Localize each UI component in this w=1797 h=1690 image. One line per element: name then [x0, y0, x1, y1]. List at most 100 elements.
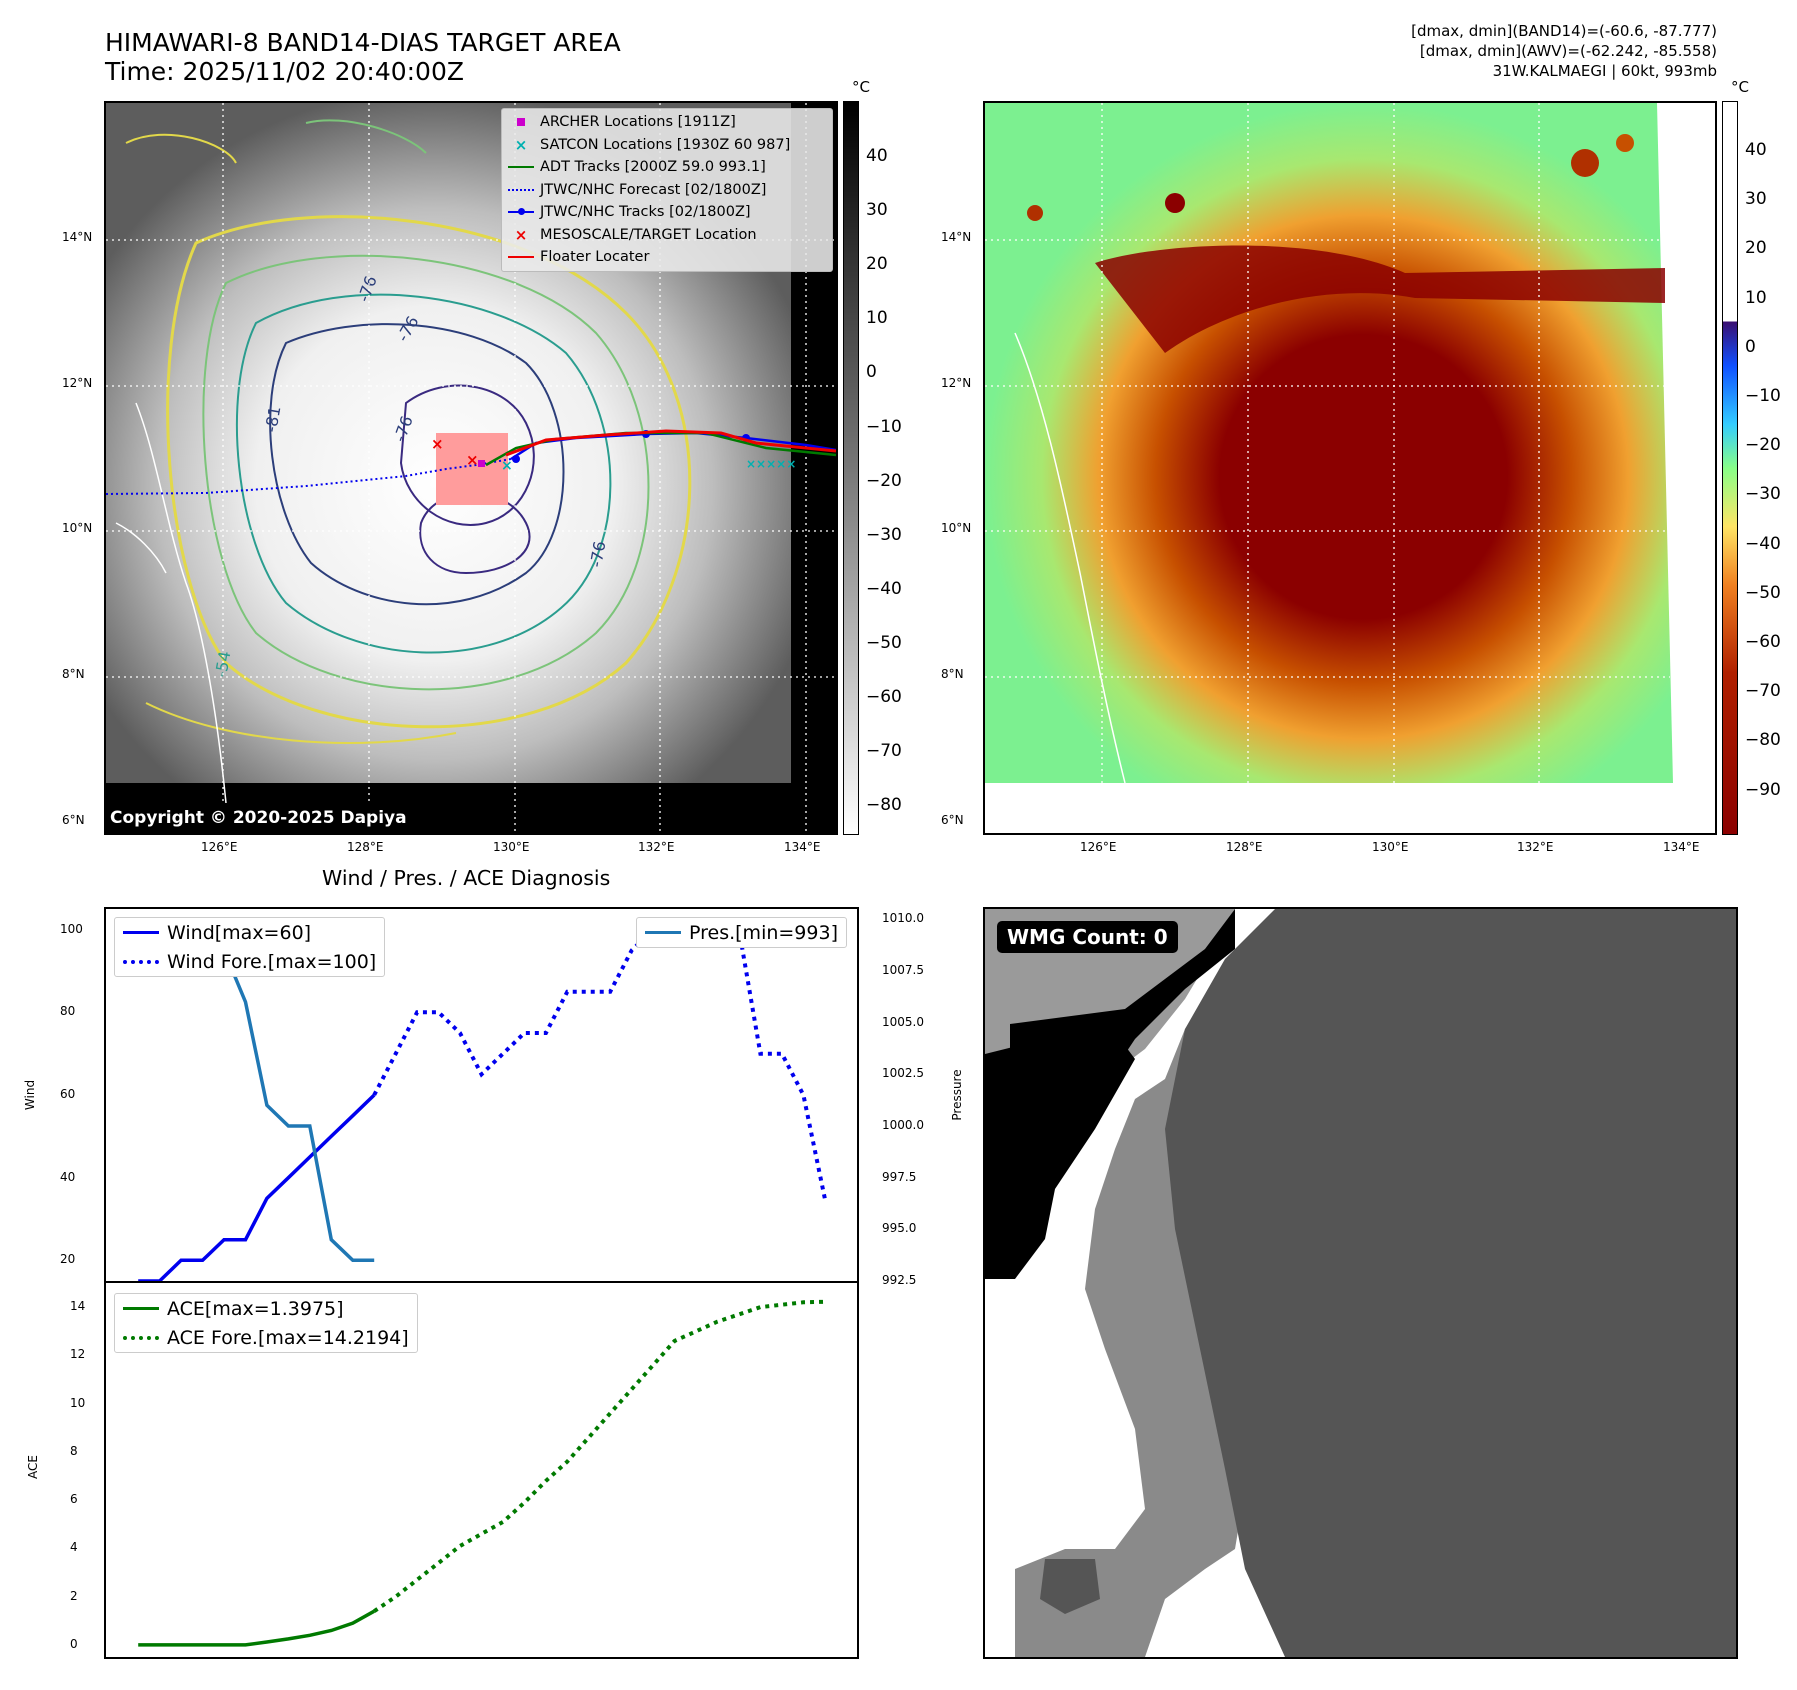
wind-tick-label: 40 — [60, 1169, 76, 1184]
colorbar-tick-label: −80 — [1745, 730, 1781, 751]
colorbar-tick-label: −30 — [866, 524, 902, 545]
lat-tick-label: 6°N — [62, 813, 85, 827]
legend-label: ADT Tracks [2000Z 59.0 993.1] — [540, 159, 766, 176]
series-line-0 — [138, 1093, 376, 1281]
legend-label: ACE[max=1.3975] — [167, 1297, 344, 1320]
ace-plot — [138, 1299, 825, 1647]
ace-tick-label: 12 — [70, 1347, 86, 1362]
jtwc-forecast-line — [106, 458, 512, 495]
legend-label: JTWC/NHC Forecast [02/1800Z] — [540, 181, 767, 198]
colorbar-tick-label: −20 — [866, 470, 902, 491]
satcon-x-icon: × — [501, 458, 513, 474]
series-line-1 — [373, 1299, 825, 1613]
awv-map-panel[interactable] — [983, 101, 1717, 835]
wind-tick-label: 100 — [60, 921, 83, 936]
colorbar-tick-label: −70 — [1745, 681, 1781, 702]
diag-chart-title: Wind / Pres. / ACE Diagnosis — [322, 866, 611, 890]
wind-legend: Wind[max=60] Wind Fore.[max=100] — [114, 917, 386, 977]
colorbar-tick-label: 20 — [1745, 238, 1767, 259]
legend-item: Floater Locater — [502, 246, 832, 269]
ace-tick-label: 4 — [70, 1540, 78, 1555]
wind-tick-label: 20 — [60, 1252, 76, 1267]
colorbar-tick-label: −90 — [1745, 779, 1781, 800]
ace-axis-label: ACE — [26, 1455, 40, 1479]
colorbar-tick-label: 10 — [866, 308, 888, 329]
colorbar-tick-label: −40 — [1745, 533, 1781, 554]
floater-locater-line — [505, 429, 836, 457]
ace-tick-label: 2 — [70, 1588, 78, 1603]
colorbar-tick-label: −60 — [1745, 632, 1781, 652]
lon-tick-label: 134°E — [1663, 840, 1700, 854]
mesoscale-target-box — [436, 433, 508, 505]
ace-chart: ACE[max=1.3975] ACE Fore.[max=14.2194] — [104, 1281, 859, 1659]
green-line-icon — [508, 166, 534, 169]
legend-item: × MESOSCALE/TARGET Location — [502, 224, 832, 247]
pressure-tick-label: 1000.0 — [882, 1118, 924, 1132]
blue-line-icon — [123, 931, 159, 934]
svg-text:×××××: ××××× — [746, 457, 796, 471]
steelblue-line-icon — [645, 931, 681, 934]
wind-tick-label: 60 — [60, 1087, 76, 1101]
pressure-tick-label: 1007.5 — [882, 963, 924, 977]
pressure-tick-label: 1005.0 — [882, 1014, 924, 1029]
colorbar-tick-label: −50 — [1745, 582, 1781, 603]
green-dotted-line-icon — [123, 1335, 159, 1340]
info-awv: [dmax, dmin](AWV)=(-62.242, -85.558) — [1419, 42, 1717, 60]
awv-map-image — [985, 103, 1673, 784]
lon-tick-label: 134°E — [784, 840, 821, 854]
lat-tick-label: 12°N — [941, 376, 972, 390]
wind-pres-chart: Wind[max=60] Wind Fore.[max=100] Pres.[m… — [104, 907, 859, 1283]
legend-label: Floater Locater — [540, 249, 650, 266]
blue-dotted-line-icon — [508, 188, 534, 191]
archer-marker-icon — [478, 460, 485, 467]
info-band14: [dmax, dmin](BAND14)=(-60.6, -87.777) — [1411, 22, 1717, 40]
lat-tick-label: 6°N — [941, 813, 964, 827]
lat-tick-label: 8°N — [941, 667, 964, 681]
contour-label: -81 — [261, 405, 284, 434]
pressure-tick-label: 992.5 — [882, 1273, 917, 1287]
magenta-square-marker-icon — [517, 118, 525, 127]
colorbar-tick-label: 0 — [866, 362, 877, 383]
target-x-icon: × — [466, 451, 479, 469]
series-line-1 — [372, 927, 827, 1199]
red-x-marker-icon: × — [514, 225, 528, 244]
blue-line-dot-icon — [508, 208, 534, 216]
green-line-icon — [123, 1307, 159, 1310]
contour-label: -54 — [211, 650, 234, 679]
ace-legend: ACE[max=1.3975] ACE Fore.[max=14.2194] — [114, 1293, 418, 1353]
ir-map-panel[interactable]: -76 -76 -81 -76 -76 -54 × × × ××××× — [104, 101, 838, 835]
colorbar-tick-label: −10 — [866, 416, 902, 437]
legend-item: ADT Tracks [2000Z 59.0 993.1] — [502, 156, 832, 179]
legend-label: ACE Fore.[max=14.2194] — [167, 1326, 409, 1349]
pressure-tick-label: 995.0 — [882, 1221, 917, 1236]
legend-item: × SATCON Locations [1930Z 60 987] — [502, 134, 832, 157]
chart-time: Time: 2025/11/02 20:40:00Z — [105, 57, 464, 86]
lon-tick-label: 128°E — [1226, 840, 1263, 854]
colorbar-tick-label: −80 — [866, 795, 902, 816]
lon-tick-label: 130°E — [493, 840, 530, 854]
ace-tick-label: 0 — [70, 1636, 78, 1651]
lat-tick-label: 12°N — [62, 376, 93, 390]
ace-tick-label: 10 — [70, 1395, 86, 1410]
lat-tick-label: 10°N — [941, 521, 972, 535]
lat-tick-label: 10°N — [62, 521, 93, 535]
legend-label: Wind Fore.[max=100] — [167, 950, 377, 973]
legend-item: Pres.[min=993] — [637, 918, 846, 947]
colorbar-unit: °C — [1731, 78, 1749, 96]
colorbar-tick-label: −10 — [1745, 386, 1781, 406]
colorbar-tick-label: 40 — [866, 146, 888, 166]
colorbar-tick-label: 20 — [866, 254, 888, 275]
wmg-image — [985, 909, 1736, 1657]
wind-tick-label: 80 — [60, 1004, 76, 1019]
wind-axis-label: Wind — [23, 1079, 37, 1111]
pressure-axis-label: Pressure — [950, 1069, 964, 1121]
colorbar-tick-label: 30 — [1745, 189, 1767, 210]
legend-item: JTWC/NHC Forecast [02/1800Z] — [502, 179, 832, 202]
colorbar-tick-label: 10 — [1745, 287, 1767, 308]
awv-colorbar — [1722, 101, 1738, 835]
legend-item: Wind Fore.[max=100] — [115, 947, 384, 976]
copyright-label: Copyright © 2020-2025 Dapiya — [110, 808, 407, 828]
cyan-x-marker-icon: × — [514, 135, 528, 154]
ace-tick-label: 14 — [70, 1299, 86, 1314]
legend-label: Pres.[min=993] — [689, 921, 838, 944]
